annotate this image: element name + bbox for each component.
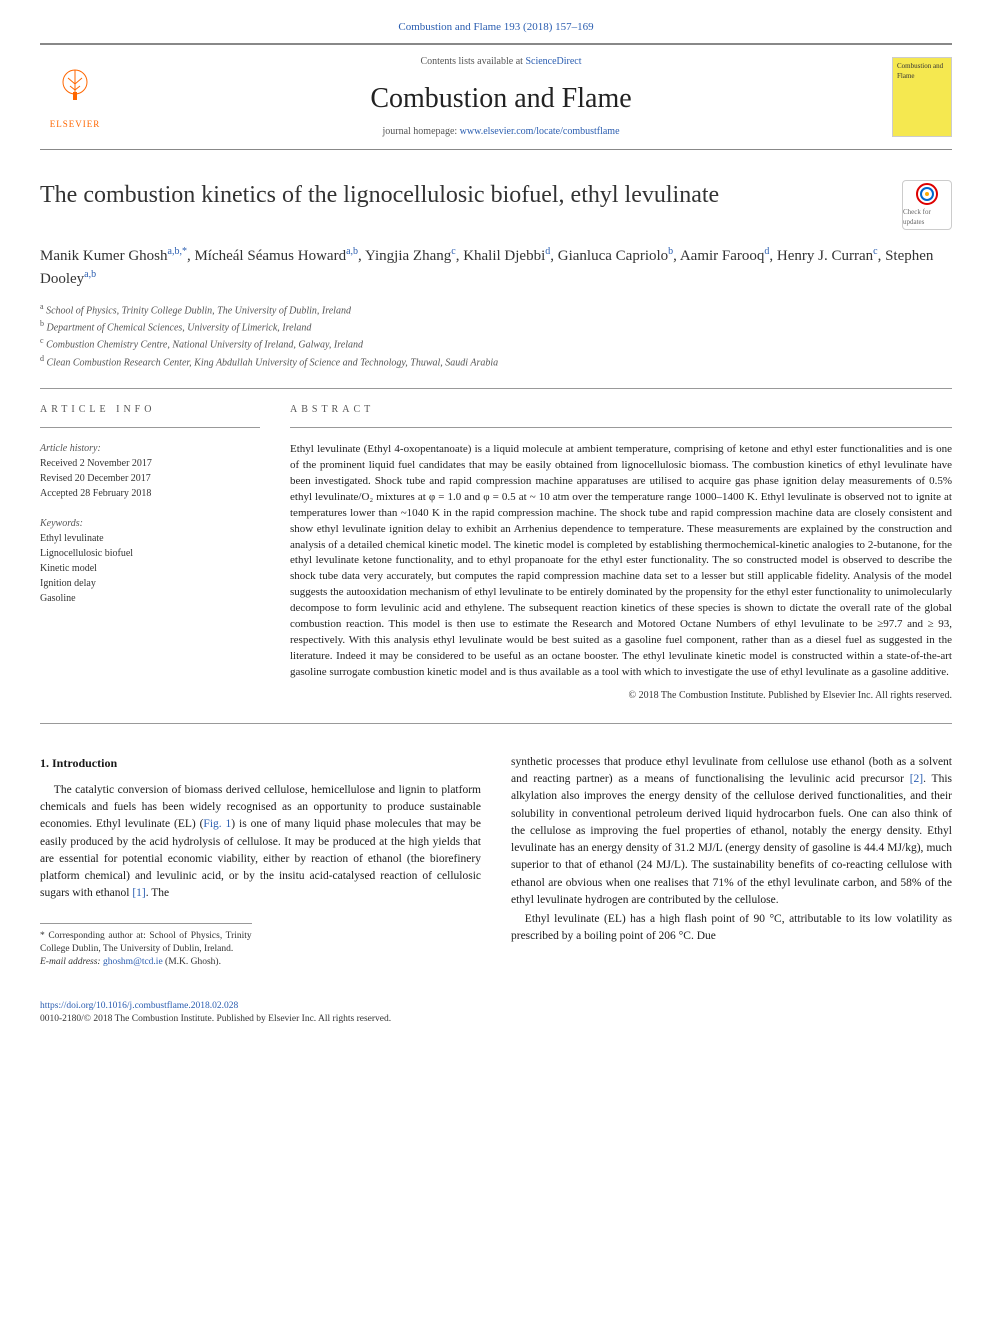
section-divider: [40, 388, 952, 389]
body-right-column: synthetic processes that produce ethyl l…: [511, 754, 952, 970]
journal-cover-thumbnail: Combustion and Flame: [892, 57, 952, 137]
citation-ref[interactable]: [2]: [910, 773, 923, 785]
affiliation-item: d Clean Combustion Research Center, King…: [40, 353, 952, 370]
body-columns: 1. Introduction The catalytic conversion…: [40, 754, 952, 970]
masthead-center: Contents lists available at ScienceDirec…: [110, 55, 892, 138]
publisher-name: ELSEVIER: [40, 118, 110, 131]
title-row: The combustion kinetics of the lignocell…: [40, 180, 952, 230]
keyword-item: Ignition delay: [40, 576, 260, 591]
journal-name: Combustion and Flame: [110, 79, 892, 118]
affiliation-item: a School of Physics, Trinity College Dub…: [40, 301, 952, 318]
body-paragraph: Ethyl levulinate (EL) has a high flash p…: [511, 911, 952, 946]
publisher-logo: ELSEVIER: [40, 64, 110, 131]
email-label: E-mail address:: [40, 957, 101, 967]
abstract-copyright: © 2018 The Combustion Institute. Publish…: [290, 689, 952, 703]
footnotes: * Corresponding author at: School of Phy…: [40, 923, 252, 970]
homepage-line: journal homepage: www.elsevier.com/locat…: [110, 125, 892, 139]
affiliation-item: c Combustion Chemistry Centre, National …: [40, 335, 952, 352]
citation-ref[interactable]: [1]: [132, 887, 145, 899]
keyword-item: Gasoline: [40, 591, 260, 606]
homepage-link[interactable]: www.elsevier.com/locate/combustflame: [460, 126, 620, 137]
crossmark-badge[interactable]: Check for updates: [902, 180, 952, 230]
keyword-item: Kinetic model: [40, 561, 260, 576]
crossmark-label: Check for updates: [903, 208, 951, 228]
elsevier-tree-icon: [50, 64, 100, 114]
homepage-prefix: journal homepage:: [382, 126, 459, 137]
doi-link[interactable]: https://doi.org/10.1016/j.combustflame.2…: [40, 1001, 238, 1011]
info-abstract-row: ARTICLE INFO Article history: Received 2…: [40, 403, 952, 703]
abstract-heading: ABSTRACT: [290, 403, 952, 417]
figure-ref[interactable]: Fig. 1: [203, 818, 231, 830]
abstract-divider: [290, 427, 952, 428]
keywords-label: Keywords:: [40, 517, 260, 531]
contents-prefix: Contents lists available at: [420, 56, 525, 67]
article-title: The combustion kinetics of the lignocell…: [40, 180, 882, 211]
corresponding-author-note: * Corresponding author at: School of Phy…: [40, 930, 252, 957]
keyword-item: Lignocellulosic biofuel: [40, 546, 260, 561]
article-info-heading: ARTICLE INFO: [40, 403, 260, 417]
section-heading: 1. Introduction: [40, 754, 481, 772]
email-line: E-mail address: ghoshm@tcd.ie (M.K. Ghos…: [40, 956, 252, 969]
corresponding-email-link[interactable]: ghoshm@tcd.ie: [103, 957, 163, 967]
body-paragraph: The catalytic conversion of biomass deri…: [40, 782, 481, 903]
contents-available-line: Contents lists available at ScienceDirec…: [110, 55, 892, 69]
email-author-name: (M.K. Ghosh).: [165, 957, 221, 967]
history-item: Revised 20 December 2017: [40, 471, 260, 486]
info-divider: [40, 427, 260, 428]
body-divider: [40, 723, 952, 724]
author-list: Manik Kumer Ghosha,b,*, Mícheál Séamus H…: [40, 244, 952, 291]
section-number: 1.: [40, 756, 49, 770]
sciencedirect-link[interactable]: ScienceDirect: [525, 56, 581, 67]
history-label: Article history:: [40, 442, 260, 456]
abstract-column: ABSTRACT Ethyl levulinate (Ethyl 4-oxope…: [290, 403, 952, 703]
body-left-column: 1. Introduction The catalytic conversion…: [40, 754, 481, 970]
affiliation-item: b Department of Chemical Sciences, Unive…: [40, 318, 952, 335]
abstract-text: Ethyl levulinate (Ethyl 4-oxopentanoate)…: [290, 442, 952, 681]
keyword-item: Ethyl levulinate: [40, 531, 260, 546]
page-footer: https://doi.org/10.1016/j.combustflame.2…: [40, 1000, 952, 1027]
journal-masthead: ELSEVIER Contents lists available at Sci…: [40, 43, 952, 149]
history-item: Accepted 28 February 2018: [40, 486, 260, 501]
crossmark-icon: [915, 182, 939, 206]
body-paragraph: synthetic processes that produce ethyl l…: [511, 754, 952, 909]
issn-copyright-line: 0010-2180/© 2018 The Combustion Institut…: [40, 1013, 952, 1026]
citation-header: Combustion and Flame 193 (2018) 157–169: [40, 20, 952, 35]
history-item: Received 2 November 2017: [40, 456, 260, 471]
article-info-sidebar: ARTICLE INFO Article history: Received 2…: [40, 403, 260, 703]
section-title: Introduction: [52, 756, 117, 770]
affiliations: a School of Physics, Trinity College Dub…: [40, 301, 952, 370]
